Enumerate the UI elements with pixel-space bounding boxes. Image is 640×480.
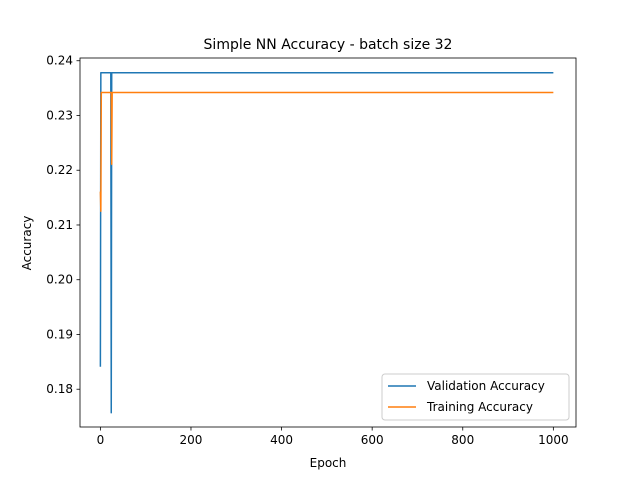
- legend-label-validation: Validation Accuracy: [427, 379, 545, 393]
- axes-frame: [79, 57, 577, 428]
- y-tick-label: 0.21: [46, 218, 73, 232]
- x-tick-label: 400: [270, 433, 293, 447]
- plot-area: 0 200 400 600 800 1000 0.18 0.19 0.20 0.21 0.22 0.2…: [46, 54, 577, 447]
- x-tick-label: 800: [451, 433, 474, 447]
- y-axis-label: Accuracy: [20, 216, 34, 271]
- chart-title: Simple NN Accuracy - batch size 32: [204, 37, 453, 53]
- legend-box: [381, 373, 570, 421]
- legend-label-training: Training Accuracy: [426, 400, 533, 414]
- y-tick-label: 0.24: [46, 54, 73, 68]
- x-tick-label: 0: [97, 433, 105, 447]
- y-tick-label: 0.23: [46, 108, 73, 122]
- series-line-training: [99, 91, 554, 213]
- x-axis-label: Epoch: [310, 456, 347, 470]
- x-tick-label: 200: [180, 433, 203, 447]
- series-line-validation: [99, 72, 554, 414]
- x-tick-label: 1000: [538, 433, 569, 447]
- y-tick-label: 0.20: [46, 273, 73, 287]
- y-tick-label: 0.22: [46, 163, 73, 177]
- y-tick-label: 0.19: [46, 327, 73, 341]
- y-tick-label: 0.18: [46, 382, 73, 396]
- x-tick-label: 600: [361, 433, 384, 447]
- legend: Validation Accuracy Training Accuracy: [381, 373, 570, 421]
